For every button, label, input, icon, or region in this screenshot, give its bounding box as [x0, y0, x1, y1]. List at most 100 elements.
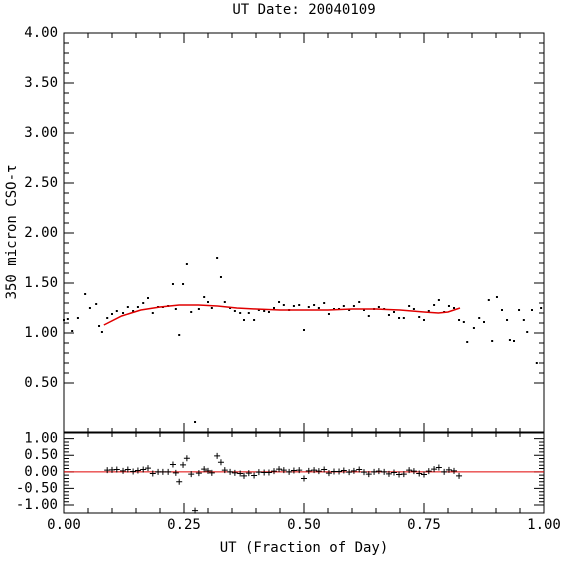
residual-point [365, 471, 372, 478]
residual-point [169, 461, 176, 468]
data-point [472, 327, 475, 329]
data-point [233, 310, 236, 312]
data-point [491, 340, 494, 342]
data-point [151, 312, 154, 314]
data-point [307, 306, 310, 308]
data-point [367, 315, 370, 317]
residual-point [221, 467, 228, 474]
data-point [88, 307, 91, 309]
residual-point [188, 471, 195, 478]
data-point [111, 313, 113, 315]
residual-point [356, 466, 363, 473]
residual-point [315, 468, 322, 475]
data-point [412, 308, 415, 310]
residual-point [195, 470, 202, 477]
data-point [273, 307, 275, 309]
residual-point [120, 467, 127, 474]
y-tick-label: 0.50 [24, 375, 58, 391]
residual-point [205, 467, 211, 474]
data-point [453, 307, 455, 309]
data-point [387, 314, 390, 316]
y-tick-label: -0.50 [16, 480, 58, 496]
data-point [522, 319, 525, 321]
data-point [501, 309, 503, 311]
data-point [447, 305, 450, 307]
residual-point [290, 467, 297, 474]
residual-point [165, 468, 172, 475]
data-point [363, 309, 365, 311]
data-point [185, 263, 188, 265]
residual-point [445, 466, 452, 473]
residual-point [176, 478, 183, 485]
residual-point [391, 469, 397, 476]
x-tick-label: 0.75 [407, 517, 441, 533]
residual-point [241, 472, 247, 479]
residual-point [237, 470, 244, 477]
residual-point [301, 475, 307, 482]
data-point [122, 312, 125, 314]
residual-point [311, 467, 318, 474]
data-point [298, 304, 301, 306]
residual-point [145, 465, 151, 472]
y-tick-label: 0.50 [24, 447, 58, 463]
residual-point [425, 468, 432, 475]
x-tick-label: 0.00 [47, 517, 81, 533]
data-point [95, 303, 98, 305]
data-point [495, 296, 498, 298]
residual-point [276, 466, 283, 473]
residual-point [340, 467, 347, 474]
residual-point [217, 459, 224, 466]
data-point [323, 302, 326, 304]
fit-line [103, 304, 461, 326]
data-point [115, 310, 118, 312]
data-point [247, 312, 250, 314]
residual-point [321, 466, 328, 473]
data-point [194, 421, 197, 423]
residual-point [346, 469, 353, 476]
y-tick-label: 3.50 [24, 75, 58, 91]
residual-point [371, 468, 378, 475]
residual-point [280, 467, 287, 474]
residual-point [400, 471, 407, 478]
y-tick-label: 3.00 [24, 125, 58, 141]
residual-point [375, 468, 382, 475]
residual-point [441, 468, 448, 475]
data-point [352, 305, 355, 307]
residual-point [381, 468, 388, 475]
residual-point [255, 469, 262, 476]
data-point [63, 319, 65, 321]
y-tick-label: 0.00 [24, 464, 58, 480]
data-point [483, 321, 485, 323]
residual-point [336, 468, 343, 475]
y-tick-label: -1.00 [16, 497, 58, 513]
plot-frame [63, 32, 545, 434]
data-point [531, 309, 533, 311]
data-point [478, 317, 481, 319]
residual-point [113, 466, 120, 473]
data-point [437, 299, 440, 301]
residual-point [305, 467, 312, 474]
data-point [203, 296, 206, 298]
residual-point [451, 467, 457, 474]
data-point [98, 325, 101, 327]
y-tick-label: 4.00 [24, 25, 58, 41]
data-point [402, 317, 405, 319]
data-point [513, 340, 515, 342]
residual-point [431, 466, 438, 473]
data-point [317, 307, 320, 309]
data-point [508, 339, 511, 341]
data-point [182, 283, 185, 285]
residual-point [456, 472, 463, 479]
residual-point [416, 470, 423, 477]
x-tick-label: 0.25 [167, 517, 201, 533]
residual-point [410, 468, 417, 475]
data-point [243, 319, 245, 321]
data-point [126, 306, 129, 308]
data-point [540, 307, 543, 309]
data-point [190, 311, 193, 313]
data-point [433, 304, 436, 306]
x-tick-label: 0.50 [287, 517, 321, 533]
data-point [462, 321, 465, 323]
residual-point [130, 468, 137, 475]
residual-point [140, 466, 147, 473]
